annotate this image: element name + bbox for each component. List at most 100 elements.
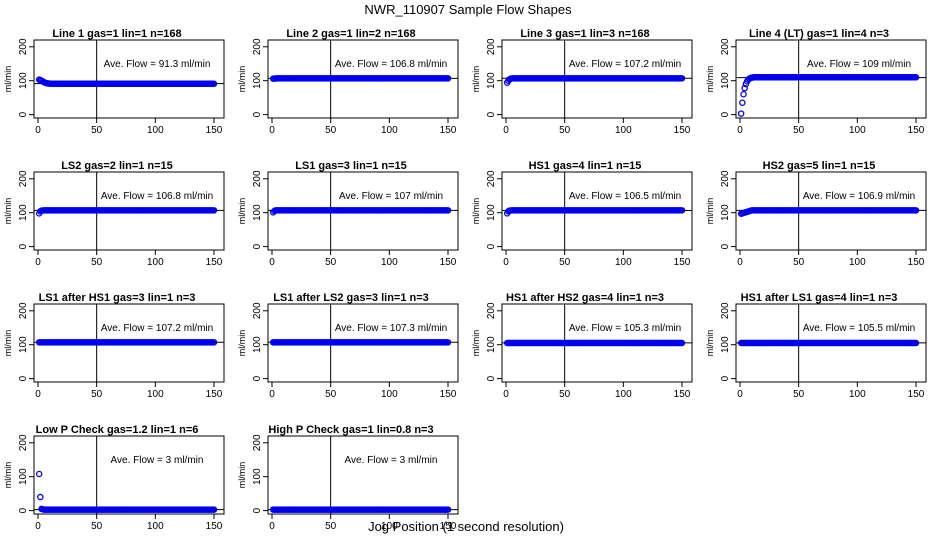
y-axis-label: ml/min xyxy=(237,330,247,357)
x-tick-label: 150 xyxy=(206,521,223,532)
data-series xyxy=(269,506,452,513)
average-flow-annotation: Ave. Flow = 106.5 ml/min xyxy=(569,191,681,202)
y-axis-label: ml/min xyxy=(3,330,13,357)
data-point xyxy=(912,207,920,214)
chart-panel: Line 1 gas=1 lin=1 n=168 0 100 200 ml/min 0 50… xyxy=(3,28,225,136)
y-tick-label: 200 xyxy=(486,170,497,187)
chart-panel: High P Check gas=1 lin=0.8 n=3 0 100 200 ml/… xyxy=(237,424,459,532)
figure-xlabel: Jog Position (1 second resolution) xyxy=(368,519,564,534)
chart-panel: HS1 after LS1 gas=4 lin=1 n=3 0 100 200 ml/m… xyxy=(705,292,927,400)
y-axis-label: ml/min xyxy=(471,330,481,357)
x-tick-label: 50 xyxy=(793,125,805,136)
data-point xyxy=(678,207,686,214)
data-series xyxy=(269,75,452,82)
y-tick-label: 200 xyxy=(18,170,29,187)
x-tick-label: 150 xyxy=(908,389,925,400)
chart-panel: Low P Check gas=1.2 lin=1 n=6 0 100 200 ml/m… xyxy=(3,424,225,532)
x-tick-label: 0 xyxy=(737,125,743,136)
average-flow-annotation: Ave. Flow = 3 ml/min xyxy=(345,455,438,466)
panel-title: LS1 after LS2 gas=3 lin=1 n=3 xyxy=(273,292,429,304)
y-axis-label: ml/min xyxy=(237,462,247,489)
y-tick-label: 0 xyxy=(720,243,731,249)
x-tick-label: 150 xyxy=(440,389,457,400)
panel-title: Low P Check gas=1.2 lin=1 n=6 xyxy=(36,424,199,436)
chart-panel: LS1 after LS2 gas=3 lin=1 n=3 0 100 200 ml/m… xyxy=(237,292,459,400)
y-tick-label: 200 xyxy=(252,434,263,451)
y-tick-label: 0 xyxy=(720,375,731,381)
data-point xyxy=(739,99,746,106)
panel-title: Line 2 gas=1 lin=2 n=168 xyxy=(286,28,415,40)
x-tick-label: 150 xyxy=(440,125,457,136)
panel-title: HS2 gas=5 lin=1 n=15 xyxy=(763,160,876,172)
chart-panel: LS1 after HS1 gas=3 lin=1 n=3 0 100 200 ml/m… xyxy=(3,292,225,400)
panel-title: LS1 gas=3 lin=1 n=15 xyxy=(295,160,407,172)
y-tick-label: 0 xyxy=(252,111,263,117)
x-tick-label: 150 xyxy=(674,257,691,268)
y-tick-label: 100 xyxy=(252,468,263,485)
data-series xyxy=(35,76,218,87)
y-tick-label: 100 xyxy=(18,468,29,485)
x-tick-label: 100 xyxy=(849,257,866,268)
x-tick-label: 100 xyxy=(849,389,866,400)
data-series xyxy=(737,339,920,347)
y-tick-label: 100 xyxy=(486,336,497,353)
data-series xyxy=(737,74,920,117)
y-tick-label: 200 xyxy=(18,434,29,451)
y-tick-label: 0 xyxy=(486,243,497,249)
plot-frame xyxy=(735,39,927,119)
data-point xyxy=(444,339,452,346)
x-tick-label: 50 xyxy=(91,125,103,136)
y-tick-label: 100 xyxy=(252,336,263,353)
data-series xyxy=(269,207,452,216)
average-flow-annotation: Ave. Flow = 91.3 ml/min xyxy=(104,59,211,70)
chart-panel: HS1 after HS2 gas=4 lin=1 n=3 0 100 200 ml/m… xyxy=(471,292,693,400)
plot-frame xyxy=(735,171,927,251)
y-tick-label: 100 xyxy=(486,72,497,89)
y-tick-label: 100 xyxy=(18,336,29,353)
x-tick-label: 100 xyxy=(615,125,632,136)
panel-title: Line 1 gas=1 lin=1 n=168 xyxy=(52,28,181,40)
figure-title: NWR_110907 Sample Flow Shapes xyxy=(364,2,572,17)
y-axis-label: ml/min xyxy=(3,198,13,225)
average-flow-annotation: Ave. Flow = 106.8 ml/min xyxy=(101,191,213,202)
x-tick-label: 0 xyxy=(269,389,275,400)
chart-panel: Line 2 gas=1 lin=2 n=168 0 100 200 ml/min 0 50… xyxy=(237,28,459,136)
data-series xyxy=(35,470,218,513)
x-tick-label: 150 xyxy=(206,125,223,136)
x-tick-label: 0 xyxy=(503,125,509,136)
x-tick-label: 100 xyxy=(381,257,398,268)
average-flow-annotation: Ave. Flow = 106.9 ml/min xyxy=(803,191,915,202)
y-tick-label: 100 xyxy=(18,204,29,221)
y-tick-label: 0 xyxy=(252,507,263,513)
y-tick-label: 0 xyxy=(720,111,731,117)
x-tick-label: 0 xyxy=(269,257,275,268)
y-tick-label: 0 xyxy=(18,507,29,513)
x-tick-label: 50 xyxy=(559,125,571,136)
average-flow-annotation: Ave. Flow = 107.2 ml/min xyxy=(101,323,213,334)
x-tick-label: 100 xyxy=(615,389,632,400)
x-tick-label: 150 xyxy=(206,257,223,268)
x-tick-label: 50 xyxy=(793,257,805,268)
x-tick-label: 50 xyxy=(559,389,571,400)
y-tick-label: 200 xyxy=(720,38,731,55)
average-flow-annotation: Ave. Flow = 3 ml/min xyxy=(111,455,204,466)
data-point xyxy=(210,506,218,513)
average-flow-annotation: Ave. Flow = 109 ml/min xyxy=(807,59,911,70)
x-tick-label: 0 xyxy=(35,257,41,268)
x-tick-label: 100 xyxy=(147,389,164,400)
data-series xyxy=(269,339,452,346)
plot-frame xyxy=(501,171,693,251)
data-point xyxy=(37,493,44,501)
plot-frame xyxy=(33,435,225,515)
chart-panel: HS1 gas=4 lin=1 n=15 0 100 200 ml/min 0 50 100 1… xyxy=(471,160,693,268)
panel-title: LS2 gas=2 lin=1 n=15 xyxy=(61,160,173,172)
x-tick-label: 150 xyxy=(206,389,223,400)
x-tick-label: 100 xyxy=(849,125,866,136)
average-flow-annotation: Ave. Flow = 107.2 ml/min xyxy=(569,59,681,70)
plot-frame xyxy=(33,39,225,119)
y-tick-label: 100 xyxy=(720,204,731,221)
y-tick-label: 100 xyxy=(486,204,497,221)
x-tick-label: 50 xyxy=(91,257,103,268)
x-tick-label: 50 xyxy=(559,257,571,268)
data-point xyxy=(737,110,745,117)
